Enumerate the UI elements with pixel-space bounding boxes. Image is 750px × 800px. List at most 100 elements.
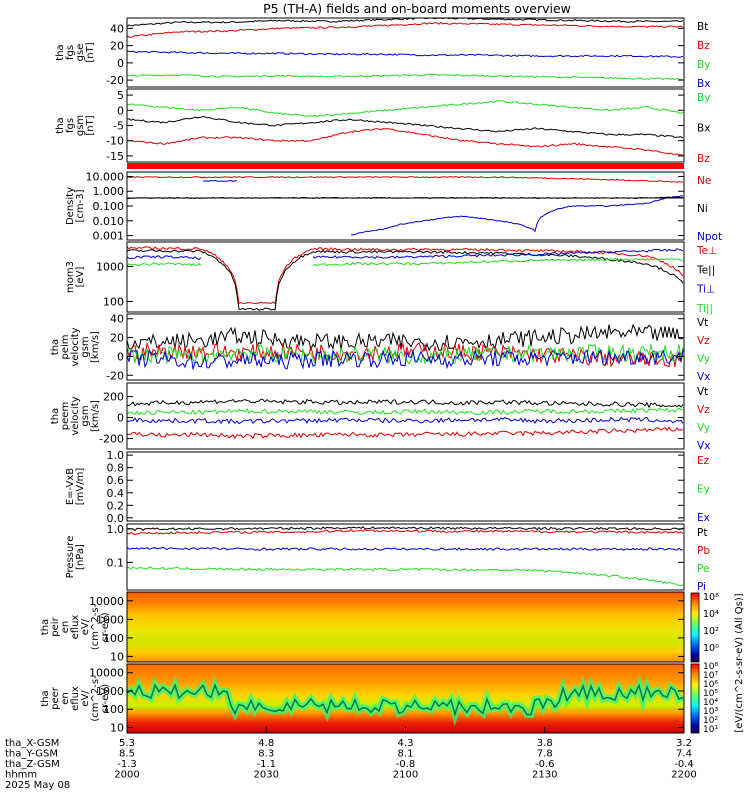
x-tick-label: 3.8 xyxy=(537,738,553,749)
colorbar-tick: 10⁴ xyxy=(703,609,719,620)
legend-Bx: Bx xyxy=(697,123,710,135)
colorbar-tick: 10⁸ xyxy=(703,592,719,603)
y-axis-label: E=-VxB xyxy=(65,468,76,505)
y-axis-label: Density xyxy=(65,187,76,225)
x-tick-label: 5.3 xyxy=(119,738,135,749)
legend-Te||: Te|| xyxy=(696,264,715,276)
legend-Bz: Bz xyxy=(697,40,710,52)
panel-fgs-gsm: 5 0 -5 -10 -15 tha fgs gsm [nT] By Bx Bz xyxy=(55,88,710,169)
x-tick-label: 8.1 xyxy=(398,749,414,760)
y-tick-label: 1.0 xyxy=(107,523,125,536)
y-tick-label: 1000 xyxy=(96,613,124,626)
y-axis-label: peem xyxy=(60,402,71,430)
x-row-label: tha_Y-GSM xyxy=(5,749,58,760)
x-tick-label: 2000 xyxy=(114,770,139,781)
panel-pressure: 1.0 0.1 Pressure [nPa] Pt Pb Pe Pi xyxy=(65,523,710,593)
y-tick-label: 0 xyxy=(117,57,124,70)
panel-peim-velocity: 40 20 0 -20 tha peim velocity gsm [km/s] Vt Vz Vy Vx xyxy=(50,313,710,383)
y-tick-label: 1000 xyxy=(96,260,124,273)
legend-Vx: Vx xyxy=(697,371,710,383)
y-axis-label: fgs xyxy=(65,45,76,60)
y-tick-label: 1.000 xyxy=(93,185,125,198)
y-tick-label: 20 xyxy=(110,40,124,53)
legend-Ez: Ez xyxy=(697,455,710,467)
legend-Vt: Vt xyxy=(697,386,708,398)
series-Te|| xyxy=(126,249,684,311)
x-tick-label: 7.8 xyxy=(537,749,553,760)
x-tick-label: 2100 xyxy=(393,770,418,781)
colorbar-tick: 10⁶ xyxy=(703,680,718,690)
x-tick-label: 8.3 xyxy=(258,749,274,760)
y-tick-label: 5 xyxy=(117,89,124,102)
legend-Pb: Pb xyxy=(697,545,710,557)
legend-Ex: Ex xyxy=(697,512,710,524)
series-Vt xyxy=(126,323,683,353)
y-tick-label: 40 xyxy=(110,22,124,35)
series-Ti|| xyxy=(126,257,684,267)
colorbar-upper xyxy=(690,592,700,663)
y-axis-label: gsm xyxy=(75,115,86,136)
x-tick-label: -1.3 xyxy=(117,759,137,770)
x-tick-label: -0.6 xyxy=(535,759,555,770)
series-Vz xyxy=(126,426,684,440)
colorbar-lower xyxy=(690,663,700,734)
y-axis-label: mom3 xyxy=(65,261,76,293)
series-Ne xyxy=(126,176,684,184)
colorbar-tick: 10⁷ xyxy=(703,671,718,681)
y-tick-label: -200 xyxy=(99,433,124,446)
panel-density: 10.000 1.000 0.100 0.010 0.001 Density [cm-3] N… xyxy=(65,170,722,243)
series-By xyxy=(126,50,684,58)
series-Pi xyxy=(126,546,683,551)
series-Bz xyxy=(126,128,684,156)
y-axis-label: Pressure xyxy=(65,536,76,579)
colorbar-tick: 10³ xyxy=(703,707,718,717)
y-tick-label: 0.1 xyxy=(107,556,125,569)
y-tick-label: -20 xyxy=(106,74,124,87)
y-tick-label: 0.2 xyxy=(107,499,125,512)
colorbar-tick: 10⁸ xyxy=(703,662,718,672)
y-tick-label: 1.0 xyxy=(107,449,125,462)
y-axis-label: eflux xyxy=(70,686,81,711)
y-tick-label: 40 xyxy=(110,313,124,326)
series-Vx xyxy=(126,416,684,425)
y-axis-label: tha xyxy=(55,117,66,133)
x-tick-label: -0.8 xyxy=(396,759,416,770)
y-tick-label: 0.010 xyxy=(93,215,125,228)
y-axis-label: [nT] xyxy=(85,42,96,62)
y-axis-label: velocity xyxy=(70,327,81,366)
y-axis-label: [eV] xyxy=(75,267,86,288)
series-Pt xyxy=(126,526,684,532)
panel-frame xyxy=(126,523,685,591)
panel-frame xyxy=(126,241,685,313)
y-axis-label: tha xyxy=(40,690,51,706)
y-tick-label: -20 xyxy=(106,369,124,382)
panel-peir-spectrogram: 10000 1000 100 10 tha peir en eflux eV/(cm^2-s-s… xyxy=(40,591,685,663)
colorbar-tick: 10⁰ xyxy=(703,643,719,654)
panel-fgs-gse: 40 20 0 -20 tha fgs gse [nT] Bt Bz By Bx xyxy=(55,17,710,90)
spectrogram-fill xyxy=(127,592,684,662)
legend-Pi: Pi xyxy=(697,581,706,593)
y-tick-label: 0 xyxy=(117,350,124,363)
legend-Pt: Pt xyxy=(697,527,707,539)
y-tick-label: 1000 xyxy=(96,685,124,698)
y-axis-label: (cm^2-s- xyxy=(90,675,101,722)
x-tick-label: -1.1 xyxy=(256,759,276,770)
y-tick-label: 0.0 xyxy=(107,512,125,525)
legend-Bz: Bz xyxy=(697,153,710,165)
y-tick-label: -10 xyxy=(106,135,124,148)
x-tick-label: 2130 xyxy=(532,770,557,781)
y-tick-label: 10 xyxy=(110,722,124,735)
panel-frame xyxy=(126,88,685,163)
y-axis-label: eV/ xyxy=(80,690,91,707)
panel-moments-temp: 1000 100 mom3 [eV] Te⊥ Te|| Ti⊥ Ti|| xyxy=(65,241,717,315)
series-Vy xyxy=(126,407,684,416)
y-tick-label: 20 xyxy=(110,332,124,345)
y-axis-label: sr-eV) xyxy=(100,612,111,641)
legend-Ne: Ne xyxy=(697,175,711,187)
series-Ti⊥ xyxy=(126,248,684,261)
y-axis-label: en xyxy=(60,692,71,705)
panel-frame xyxy=(126,382,685,450)
series-Bz xyxy=(126,21,684,38)
y-axis-label: gsm xyxy=(80,405,91,426)
series-By xyxy=(126,99,684,118)
